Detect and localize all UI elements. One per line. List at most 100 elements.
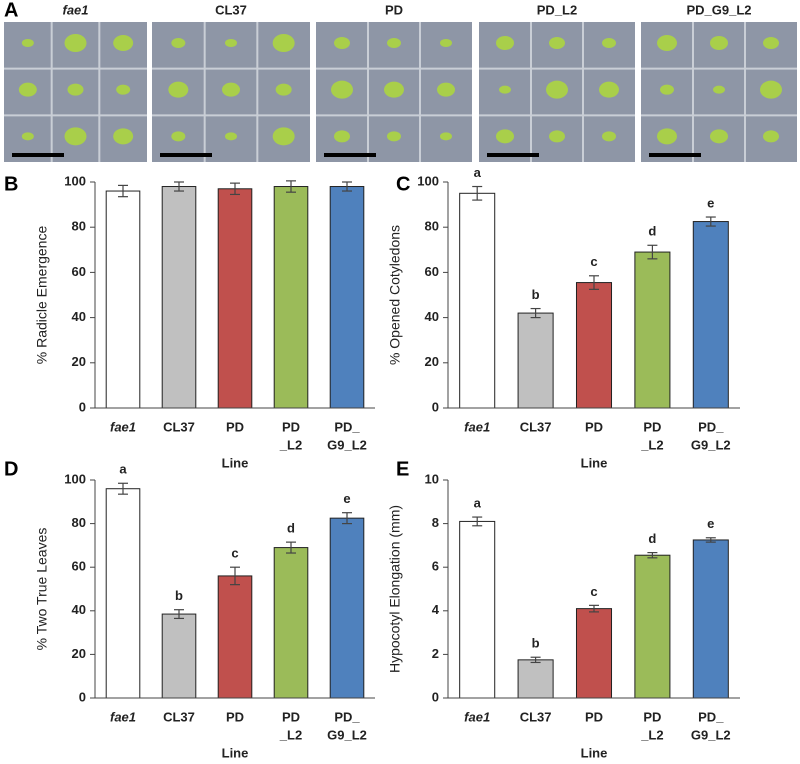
y-tick-label: 100	[64, 173, 86, 188]
seedling	[599, 81, 619, 98]
x-tick-label: CL37	[520, 709, 552, 724]
x-tick-label: _L2	[279, 727, 302, 742]
seedling	[440, 132, 452, 141]
x-axis-label: Line	[222, 455, 249, 470]
y-tick-label: 6	[432, 559, 439, 574]
panel-label: C	[396, 173, 410, 195]
y-tick-label: 40	[425, 309, 439, 324]
x-tick-label: PD_	[334, 419, 360, 434]
seedling	[222, 82, 240, 97]
y-tick-label: 20	[72, 354, 86, 369]
seedling	[168, 81, 189, 98]
x-tick-label: PD	[643, 709, 661, 724]
significance-letter: a	[474, 165, 482, 180]
seedling	[657, 128, 677, 145]
significance-letter: d	[648, 531, 656, 546]
seedling	[113, 35, 134, 51]
x-tick-label: fae1	[110, 419, 136, 434]
significance-letter: e	[343, 491, 350, 506]
seedling	[225, 39, 237, 47]
bar	[517, 312, 554, 409]
line-label: PD	[385, 2, 403, 17]
bar	[329, 186, 365, 409]
seedling	[496, 129, 514, 144]
x-axis-label: Line	[581, 455, 608, 470]
seedling	[602, 131, 616, 142]
seedling	[64, 127, 87, 146]
x-tick-label: PD	[585, 419, 603, 434]
significance-letter: b	[532, 287, 540, 302]
x-tick-label: PD_	[698, 709, 724, 724]
y-tick-label: 40	[72, 602, 86, 617]
seedling	[657, 35, 677, 51]
bar	[634, 251, 671, 409]
seedling	[334, 37, 350, 49]
seedling	[272, 127, 295, 146]
seedling	[760, 80, 782, 99]
seedling	[275, 83, 292, 96]
seedling	[18, 82, 37, 97]
y-tick-label: 20	[425, 354, 439, 369]
seedling	[710, 129, 728, 144]
line-label: fae1	[62, 2, 88, 17]
x-axis-label: Line	[581, 745, 608, 760]
seedling	[437, 82, 455, 97]
y-tick-label: 100	[417, 173, 439, 188]
seedling	[763, 37, 779, 49]
seedling	[384, 81, 404, 98]
significance-letter: d	[648, 224, 656, 239]
bar	[105, 488, 141, 699]
y-tick-label: 0	[79, 689, 86, 704]
x-tick-label: _L2	[640, 437, 663, 452]
y-tick-label: 60	[72, 559, 86, 574]
bar	[634, 554, 671, 699]
significance-letter: d	[287, 521, 295, 536]
x-tick-label: G9_L2	[691, 437, 731, 452]
significance-letter: c	[590, 254, 597, 269]
x-tick-label: PD_	[334, 709, 360, 724]
seedling	[549, 37, 565, 49]
bar	[161, 613, 197, 699]
y-axis-label: % Opened Cotyledons	[387, 225, 403, 365]
y-axis-label: Hypocotyl Elongation (mm)	[387, 505, 403, 673]
y-axis-label: % Radicle Emergence	[34, 226, 50, 365]
seedling	[602, 38, 616, 48]
y-tick-label: 20	[72, 646, 86, 661]
seedling	[710, 36, 728, 50]
x-tick-label: PD	[226, 709, 244, 724]
x-tick-label: PD	[643, 419, 661, 434]
seedling	[387, 131, 401, 142]
y-tick-label: 10	[425, 471, 439, 486]
seedling	[713, 85, 725, 94]
panel-label: B	[4, 173, 18, 195]
significance-letter: c	[590, 584, 597, 599]
x-tick-label: _L2	[279, 437, 302, 452]
seedling	[171, 38, 186, 48]
bar	[692, 539, 729, 699]
seedling	[499, 85, 511, 94]
y-tick-label: 60	[425, 264, 439, 279]
line-label: CL37	[215, 2, 247, 17]
y-tick-label: 80	[72, 515, 86, 530]
seedling	[21, 39, 34, 47]
seedling	[272, 34, 295, 52]
significance-letter: a	[119, 462, 127, 477]
y-tick-label: 100	[64, 471, 86, 486]
y-tick-label: 8	[432, 515, 439, 530]
bar	[517, 659, 554, 699]
y-tick-label: 80	[72, 219, 86, 234]
bar	[273, 186, 309, 409]
seedling	[549, 130, 565, 143]
y-tick-label: 0	[79, 399, 86, 414]
bar	[692, 221, 729, 409]
x-tick-label: PD	[282, 419, 300, 434]
x-tick-label: PD	[585, 709, 603, 724]
y-tick-label: 0	[432, 689, 439, 704]
x-tick-label: G9_L2	[327, 437, 367, 452]
x-tick-label: _L2	[640, 727, 663, 742]
seedling	[225, 132, 237, 141]
significance-letter: c	[231, 546, 238, 561]
panel-label: E	[396, 458, 409, 480]
x-tick-label: fae1	[464, 709, 490, 724]
